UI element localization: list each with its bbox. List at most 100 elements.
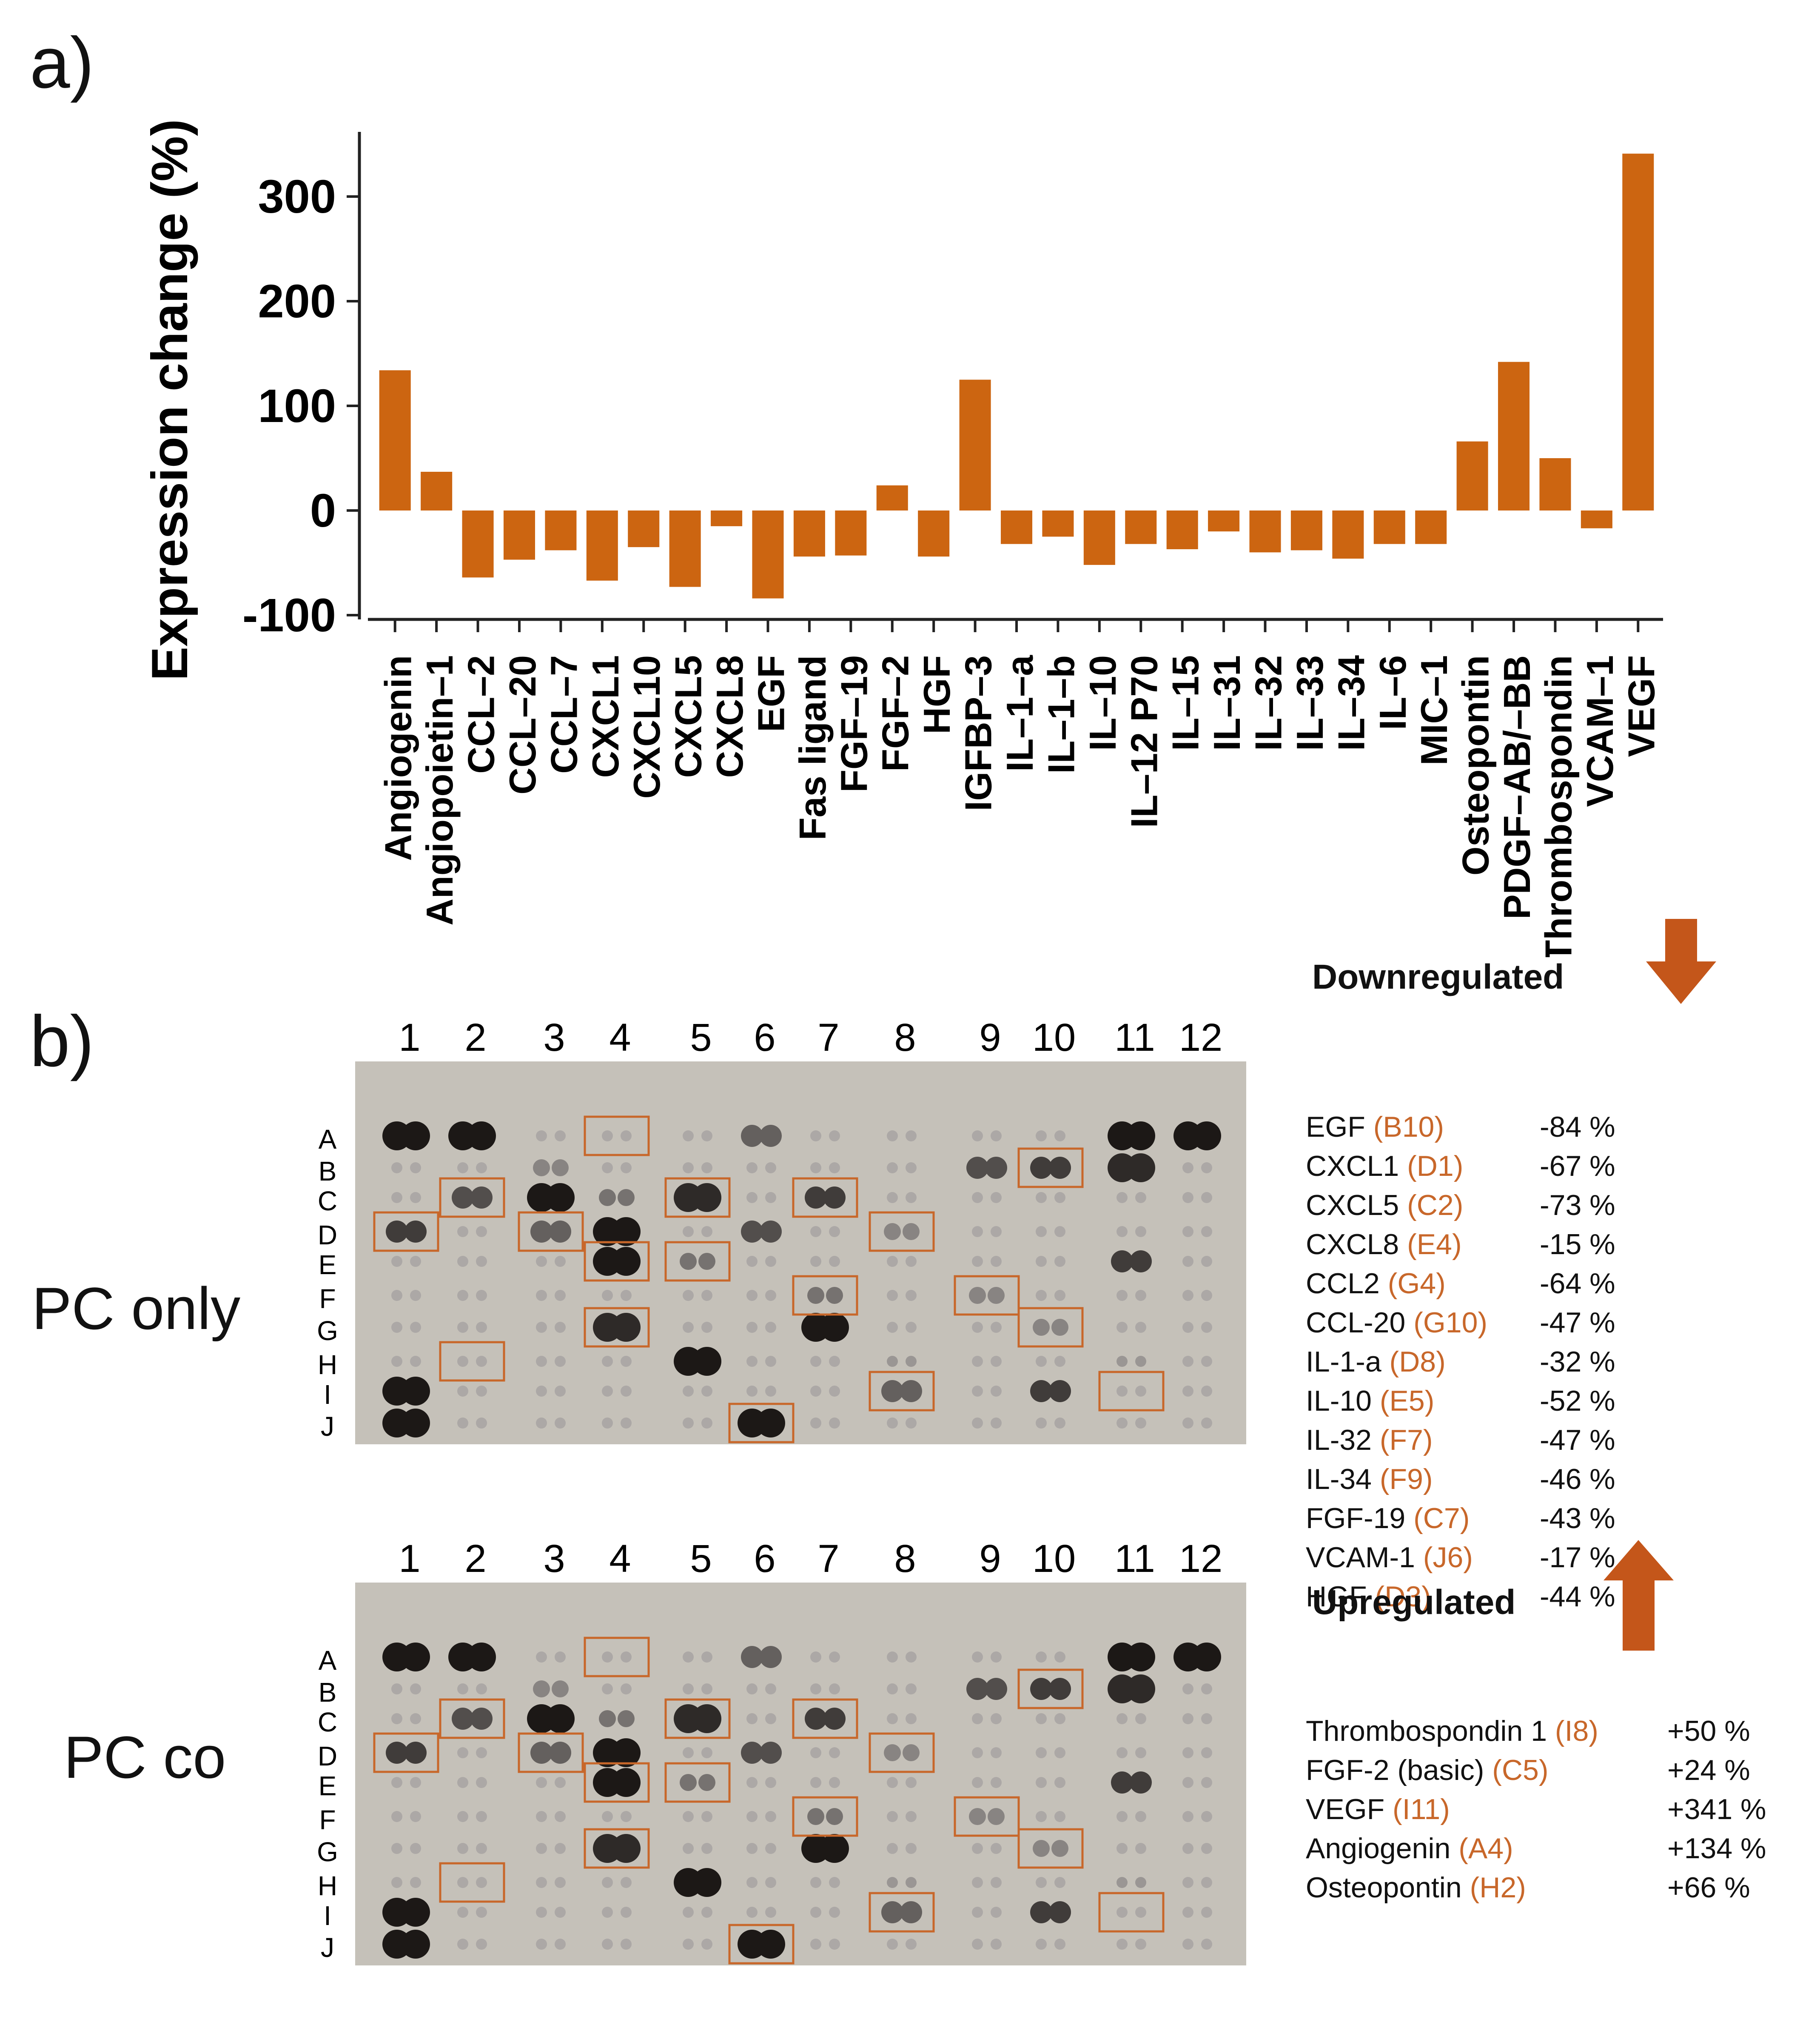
row-label: H (318, 1349, 337, 1380)
blot-spot (602, 1877, 613, 1888)
cytokine-name: IL-34 (F9) (1306, 1463, 1433, 1495)
blot-spot (612, 1217, 641, 1246)
blot-spot (1201, 1162, 1212, 1173)
blot-spot (810, 1386, 821, 1397)
blot-spot (683, 1386, 694, 1397)
highlight-box (1017, 1828, 1084, 1869)
highlight-box (728, 1403, 795, 1443)
blot-spot (746, 1811, 758, 1822)
blot-spot (756, 1930, 785, 1959)
blot-spot (1182, 1777, 1193, 1788)
blot-spot (555, 1322, 566, 1333)
blot-spot (741, 1221, 763, 1243)
blot-spot (1201, 1256, 1212, 1267)
bar (628, 510, 660, 548)
highlight-box (584, 1828, 650, 1869)
blot-spot (1201, 1777, 1212, 1788)
blot-spot (546, 1704, 575, 1733)
row-label: I (324, 1900, 331, 1931)
blot-spot (1135, 1713, 1146, 1724)
blot-spot (741, 1646, 763, 1668)
column-label: 6 (754, 1537, 775, 1580)
blot-spot (746, 1907, 758, 1918)
blot-spot (765, 1256, 776, 1267)
blot-spot (906, 1651, 917, 1663)
blot-spot (810, 1747, 821, 1758)
blot-spot (810, 1130, 821, 1141)
blot-spot (1030, 1678, 1052, 1700)
row-label: I (324, 1379, 331, 1410)
highlight-box (584, 1762, 650, 1803)
column-label: 8 (894, 1021, 916, 1059)
blot-spot (829, 1877, 840, 1888)
blot-spot (906, 1130, 917, 1141)
blot-spot (1036, 1877, 1047, 1888)
change-value: -17 % (1540, 1541, 1615, 1574)
blot-spot (701, 1747, 712, 1758)
blot-spot (701, 1130, 712, 1141)
change-value: +24 % (1667, 1754, 1750, 1786)
row-label: G (317, 1837, 338, 1867)
cytokine-name: IL-1-a (D8) (1306, 1346, 1446, 1378)
blot-spot (602, 1811, 613, 1822)
blot-spot (906, 1322, 917, 1333)
blot-spot (476, 1256, 487, 1267)
x-tick-label: MIC–1 (1413, 655, 1455, 765)
blot-spot (410, 1877, 421, 1888)
blot-spot (476, 1290, 487, 1301)
blot-spot (470, 1708, 493, 1730)
blot-spot (533, 1680, 550, 1697)
blot-spot (457, 1417, 468, 1429)
highlight-box (792, 1177, 858, 1218)
array-position: (B10) (1373, 1111, 1444, 1143)
highlight-box (584, 1115, 650, 1156)
array-position: (D3) (1375, 1580, 1431, 1613)
highlight-box (869, 1892, 935, 1933)
x-tick-label: IL–33 (1289, 655, 1331, 751)
blot-spot (1116, 1877, 1128, 1888)
blot-spot (683, 1907, 694, 1918)
row-label: C (318, 1707, 337, 1737)
blot-spot (391, 1777, 402, 1788)
highlight-box (954, 1275, 1020, 1316)
blot-spot (391, 1256, 402, 1267)
blot-spot (476, 1322, 487, 1333)
blot-spot (765, 1713, 776, 1724)
blot-spot (1054, 1777, 1065, 1788)
blot-spot (807, 1808, 824, 1825)
highlight-box (518, 1211, 584, 1252)
change-value: -47 % (1540, 1424, 1615, 1456)
blot-spot (887, 1777, 898, 1788)
blot-spot (621, 1651, 632, 1663)
bar (503, 510, 535, 560)
x-tick-label: Angiogenin (377, 655, 419, 861)
row-label: D (318, 1741, 337, 1771)
array-position: (E5) (1379, 1385, 1435, 1417)
blot-spot (906, 1777, 917, 1788)
blot-spot (985, 1157, 1007, 1179)
highlight-box (373, 1732, 439, 1773)
blot-spot (555, 1417, 566, 1429)
row-label: B (319, 1156, 337, 1186)
blot-spot (1135, 1356, 1146, 1367)
blot-spot (810, 1651, 821, 1663)
blot-spot (410, 1713, 421, 1724)
highlight-box (584, 1241, 650, 1282)
blot-spot (746, 1777, 758, 1788)
y-tick-label: 200 (258, 275, 336, 328)
blot-spot (884, 1744, 901, 1761)
blot-spot (612, 1313, 641, 1342)
x-tick-label: FGF–19 (833, 655, 875, 793)
blot-spot (810, 1226, 821, 1237)
blot-spot (386, 1742, 408, 1764)
blot-spot (1116, 1356, 1128, 1367)
x-tick-label: CXCL10 (626, 655, 668, 799)
blot-spot (988, 1808, 1005, 1825)
blot-spot (972, 1907, 983, 1918)
bar (835, 510, 867, 556)
change-value: -15 % (1540, 1228, 1615, 1261)
blot-spot (1182, 1747, 1193, 1758)
array-position: (G10) (1413, 1306, 1488, 1339)
blot-spot (1036, 1713, 1047, 1724)
blot-spot (903, 1744, 920, 1761)
